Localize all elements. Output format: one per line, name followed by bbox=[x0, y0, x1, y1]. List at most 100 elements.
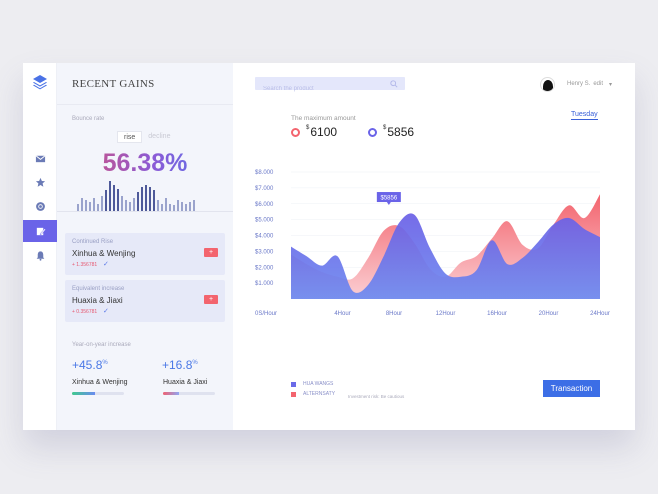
globe-icon[interactable] bbox=[23, 195, 57, 217]
amount-item: $ 6100 bbox=[291, 125, 337, 139]
yoy-name: Xinhua & Wenjing bbox=[72, 379, 128, 386]
gain-card-name: Huaxia & Jiaxi bbox=[72, 296, 123, 305]
series-dot-icon bbox=[291, 127, 300, 137]
bounce-rate-value: 56.38% bbox=[57, 149, 233, 178]
amount-value: 6100 bbox=[310, 125, 338, 139]
bounce-bar bbox=[176, 199, 179, 211]
divider bbox=[57, 104, 233, 105]
bounce-bar bbox=[77, 203, 80, 211]
check-icon: ✓ bbox=[103, 261, 109, 268]
tooltip-pointer bbox=[386, 202, 391, 206]
bell-icon[interactable] bbox=[23, 244, 57, 266]
y-tick-label: $1.000 bbox=[255, 281, 274, 287]
gain-card-value: + 0.356781 bbox=[72, 309, 98, 315]
yoy-name: Huaxia & Jiaxi bbox=[163, 379, 208, 386]
avatar[interactable] bbox=[540, 76, 555, 92]
main-panel: Henry S. edit ▾ The maximum amount $ 610… bbox=[233, 63, 635, 430]
series-area-hua-wangs bbox=[291, 213, 600, 299]
yoy-value: +45.8% bbox=[72, 358, 108, 372]
bounce-rate-label: Bounce rate bbox=[72, 116, 105, 122]
edit-icon[interactable] bbox=[23, 220, 61, 242]
bounce-bar bbox=[104, 190, 108, 211]
gain-card-label: Equivalent increase bbox=[72, 286, 125, 292]
gain-card-label: Continued Rise bbox=[72, 239, 114, 245]
amount-item: $ 5856 bbox=[368, 125, 414, 139]
toggle-decline[interactable]: decline bbox=[148, 133, 171, 140]
y-tick-label: $7.000 bbox=[255, 186, 274, 192]
gain-card[interactable]: Continued Rise Xinhua & Wenjing + 1.3567… bbox=[65, 233, 225, 275]
bounce-bar bbox=[108, 181, 112, 211]
x-tick-label: 8Hour bbox=[386, 311, 402, 317]
y-tick-label: $8.000 bbox=[255, 170, 274, 176]
bounce-bar bbox=[96, 203, 100, 211]
yoy-progress-bar bbox=[163, 392, 215, 395]
bounce-bar bbox=[84, 199, 88, 211]
bounce-bar bbox=[188, 201, 191, 211]
y-tick-label: $5.000 bbox=[255, 218, 274, 224]
add-button[interactable]: + bbox=[204, 295, 218, 304]
bounce-bar bbox=[124, 199, 128, 211]
bounce-bar bbox=[172, 205, 176, 211]
bounce-bar bbox=[156, 199, 160, 211]
star-icon[interactable] bbox=[23, 171, 57, 193]
legend-swatch bbox=[291, 391, 296, 397]
currency-sign: $ bbox=[306, 125, 310, 131]
bounce-bar bbox=[88, 201, 92, 211]
divider bbox=[57, 211, 233, 212]
currency-sign: $ bbox=[383, 125, 387, 131]
bounce-bar bbox=[192, 199, 195, 211]
bounce-bar bbox=[140, 186, 144, 211]
bounce-bar bbox=[120, 196, 124, 211]
yoy-progress-bar bbox=[72, 392, 124, 395]
x-tick-label: 20Hour bbox=[539, 311, 559, 317]
bounce-rate-bars bbox=[77, 181, 213, 211]
gain-card[interactable]: Equivalent increase Huaxia & Jiaxi + 0.3… bbox=[65, 280, 225, 322]
gain-card-value: + 1.356781 bbox=[72, 262, 98, 268]
recent-gains-panel: RECENT GAINS Bounce rate rise decline 56… bbox=[57, 63, 233, 430]
bounce-bar bbox=[132, 197, 136, 211]
chevron-down-icon[interactable]: ▾ bbox=[609, 81, 613, 88]
search-box bbox=[255, 77, 405, 96]
legend-label: ALTERNSATY bbox=[303, 391, 336, 397]
dashboard-card: RECENT GAINS Bounce rate rise decline 56… bbox=[23, 63, 635, 430]
rise-decline-toggle: rise decline bbox=[117, 131, 176, 143]
mail-icon[interactable] bbox=[23, 147, 57, 169]
series-dot-icon bbox=[368, 127, 377, 137]
yoy-value: +16.8% bbox=[162, 358, 198, 372]
x-tick-label: 24Hour bbox=[590, 311, 610, 317]
bounce-bar bbox=[148, 186, 152, 211]
bounce-bar bbox=[184, 203, 187, 211]
tooltip-label: $5856 bbox=[381, 196, 398, 202]
logo-layers-icon[interactable] bbox=[32, 74, 48, 90]
amount-value: 5856 bbox=[387, 125, 415, 139]
user-menu[interactable]: Henry S. edit ▾ bbox=[540, 76, 613, 92]
x-tick-label: 0S/Hour bbox=[255, 311, 277, 317]
y-tick-label: $4.000 bbox=[255, 234, 274, 240]
legend-label: HUA WANGS bbox=[303, 381, 334, 387]
risk-note: Investment risk: Be cautious bbox=[348, 394, 405, 399]
add-button[interactable]: + bbox=[204, 248, 218, 257]
x-tick-label: 16Hour bbox=[487, 311, 507, 317]
tooltip-box bbox=[376, 192, 401, 203]
x-tick-label: 12Hour bbox=[436, 311, 456, 317]
transaction-button[interactable]: Transaction bbox=[543, 380, 600, 397]
day-selector[interactable]: Tuesday bbox=[571, 111, 598, 120]
gain-card-name: Xinhua & Wenjing bbox=[72, 249, 136, 258]
legend-item: ALTERNSATY bbox=[291, 389, 335, 399]
check-icon: ✓ bbox=[103, 308, 109, 315]
panel-title: RECENT GAINS bbox=[72, 78, 155, 90]
bounce-bar bbox=[100, 196, 104, 211]
edit-link[interactable]: edit bbox=[593, 81, 604, 87]
bounce-bar bbox=[168, 203, 172, 211]
bounce-bar bbox=[92, 197, 96, 211]
y-tick-label: $2.000 bbox=[255, 265, 274, 271]
legend-swatch bbox=[291, 381, 296, 387]
search-input[interactable] bbox=[255, 82, 385, 96]
bounce-bar bbox=[152, 190, 156, 211]
toggle-rise[interactable]: rise bbox=[117, 131, 143, 143]
x-tick-label: 4Hour bbox=[334, 311, 350, 317]
user-name: Henry S. bbox=[567, 81, 591, 87]
search-icon[interactable] bbox=[390, 80, 398, 88]
bounce-bar bbox=[128, 201, 132, 211]
bounce-bar bbox=[80, 197, 84, 211]
